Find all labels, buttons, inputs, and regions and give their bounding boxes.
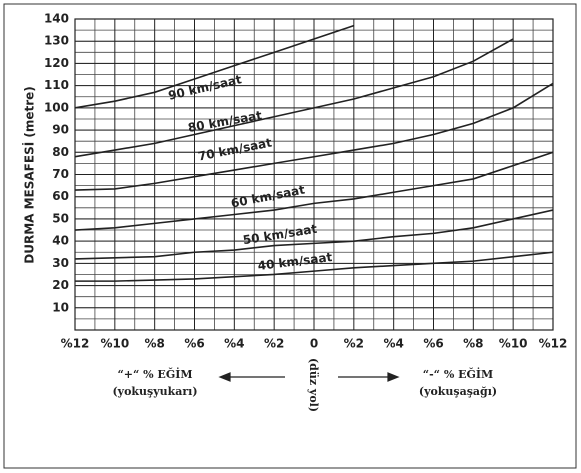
x-tick-label: %4 bbox=[224, 337, 244, 351]
x-tick-label: %12 bbox=[61, 337, 90, 351]
flat-label: (düz yol) bbox=[307, 358, 320, 412]
curve bbox=[75, 82, 553, 191]
curve-label: 90 km/saat bbox=[167, 72, 243, 103]
curve bbox=[75, 38, 514, 158]
y-tick-label: 110 bbox=[44, 78, 69, 92]
x-tick-label: %12 bbox=[539, 337, 568, 351]
x-tick-label: %6 bbox=[423, 337, 443, 351]
curve-label: 80 km/saat bbox=[187, 108, 263, 135]
curve-label: 70 km/saat bbox=[197, 135, 273, 163]
x-tick-label: 0 bbox=[310, 337, 318, 351]
x-tick-label: %10 bbox=[499, 337, 528, 351]
y-tick-label: 70 bbox=[52, 167, 69, 181]
y-tick-label: 50 bbox=[52, 211, 69, 225]
curve bbox=[75, 209, 553, 260]
y-tick-label: 90 bbox=[52, 123, 69, 137]
uphill-note: (yokuşyukarı) bbox=[112, 385, 197, 398]
y-tick-label: 100 bbox=[44, 100, 69, 114]
x-tick-label: %8 bbox=[144, 337, 164, 351]
y-tick-label: 10 bbox=[52, 300, 69, 314]
x-tick-label: %10 bbox=[100, 337, 129, 351]
curve-label: 40 km/saat bbox=[257, 250, 333, 273]
y-tick-label: 80 bbox=[52, 145, 69, 159]
x-tick-label: %6 bbox=[184, 337, 204, 351]
y-axis-label: DURMA MESAFESİ (metre) bbox=[22, 86, 37, 264]
y-tick-label: 20 bbox=[52, 278, 69, 292]
y-tick-label: 140 bbox=[44, 12, 69, 26]
x-tick-label: %4 bbox=[383, 337, 403, 351]
x-tick-label: %8 bbox=[463, 337, 483, 351]
uphill-label: “+“ % EĞİM bbox=[117, 367, 192, 381]
curve bbox=[75, 24, 355, 109]
y-tick-label: 40 bbox=[52, 234, 69, 248]
x-tick-label: %2 bbox=[264, 337, 284, 351]
y-tick-label: 30 bbox=[52, 256, 69, 270]
y-tick-label: 60 bbox=[52, 189, 69, 203]
left-arrow-head bbox=[218, 372, 231, 382]
y-tick-label: 130 bbox=[44, 34, 69, 48]
frame bbox=[3, 3, 577, 469]
x-tick-label: %2 bbox=[344, 337, 364, 351]
y-tick-label: 120 bbox=[44, 56, 69, 70]
arrows bbox=[218, 372, 400, 382]
curve bbox=[75, 251, 553, 282]
downhill-label: “-“ % EĞİM bbox=[423, 367, 493, 381]
curve bbox=[75, 151, 553, 231]
downhill-note: (yokuşaşağı) bbox=[419, 385, 497, 398]
right-arrow-head bbox=[387, 372, 400, 382]
